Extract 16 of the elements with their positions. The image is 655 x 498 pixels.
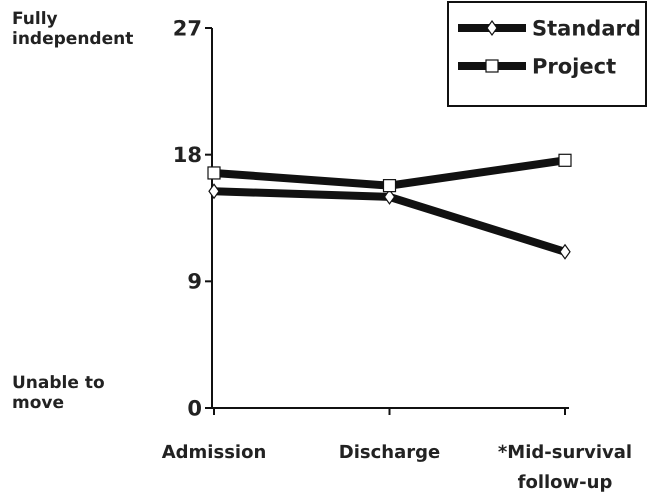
legend-label: Standard xyxy=(532,16,641,40)
point xyxy=(207,166,221,180)
legend-label: Project xyxy=(532,54,616,78)
y-tick-label: 0 xyxy=(187,396,202,420)
point xyxy=(558,154,572,167)
y-tick-label: 18 xyxy=(172,143,202,168)
point xyxy=(382,179,396,192)
point xyxy=(208,184,220,199)
y-tick-label: 27 xyxy=(172,16,202,40)
y-tick-label: 9 xyxy=(187,270,202,294)
x-tick-label: *Mid-survival follow-up xyxy=(498,442,632,493)
text: Unable to move xyxy=(12,373,105,413)
point xyxy=(559,244,571,260)
x-tick-label: Admission xyxy=(162,442,266,463)
x-tick-label: Discharge xyxy=(338,442,440,463)
text: Fully independent xyxy=(12,9,134,49)
